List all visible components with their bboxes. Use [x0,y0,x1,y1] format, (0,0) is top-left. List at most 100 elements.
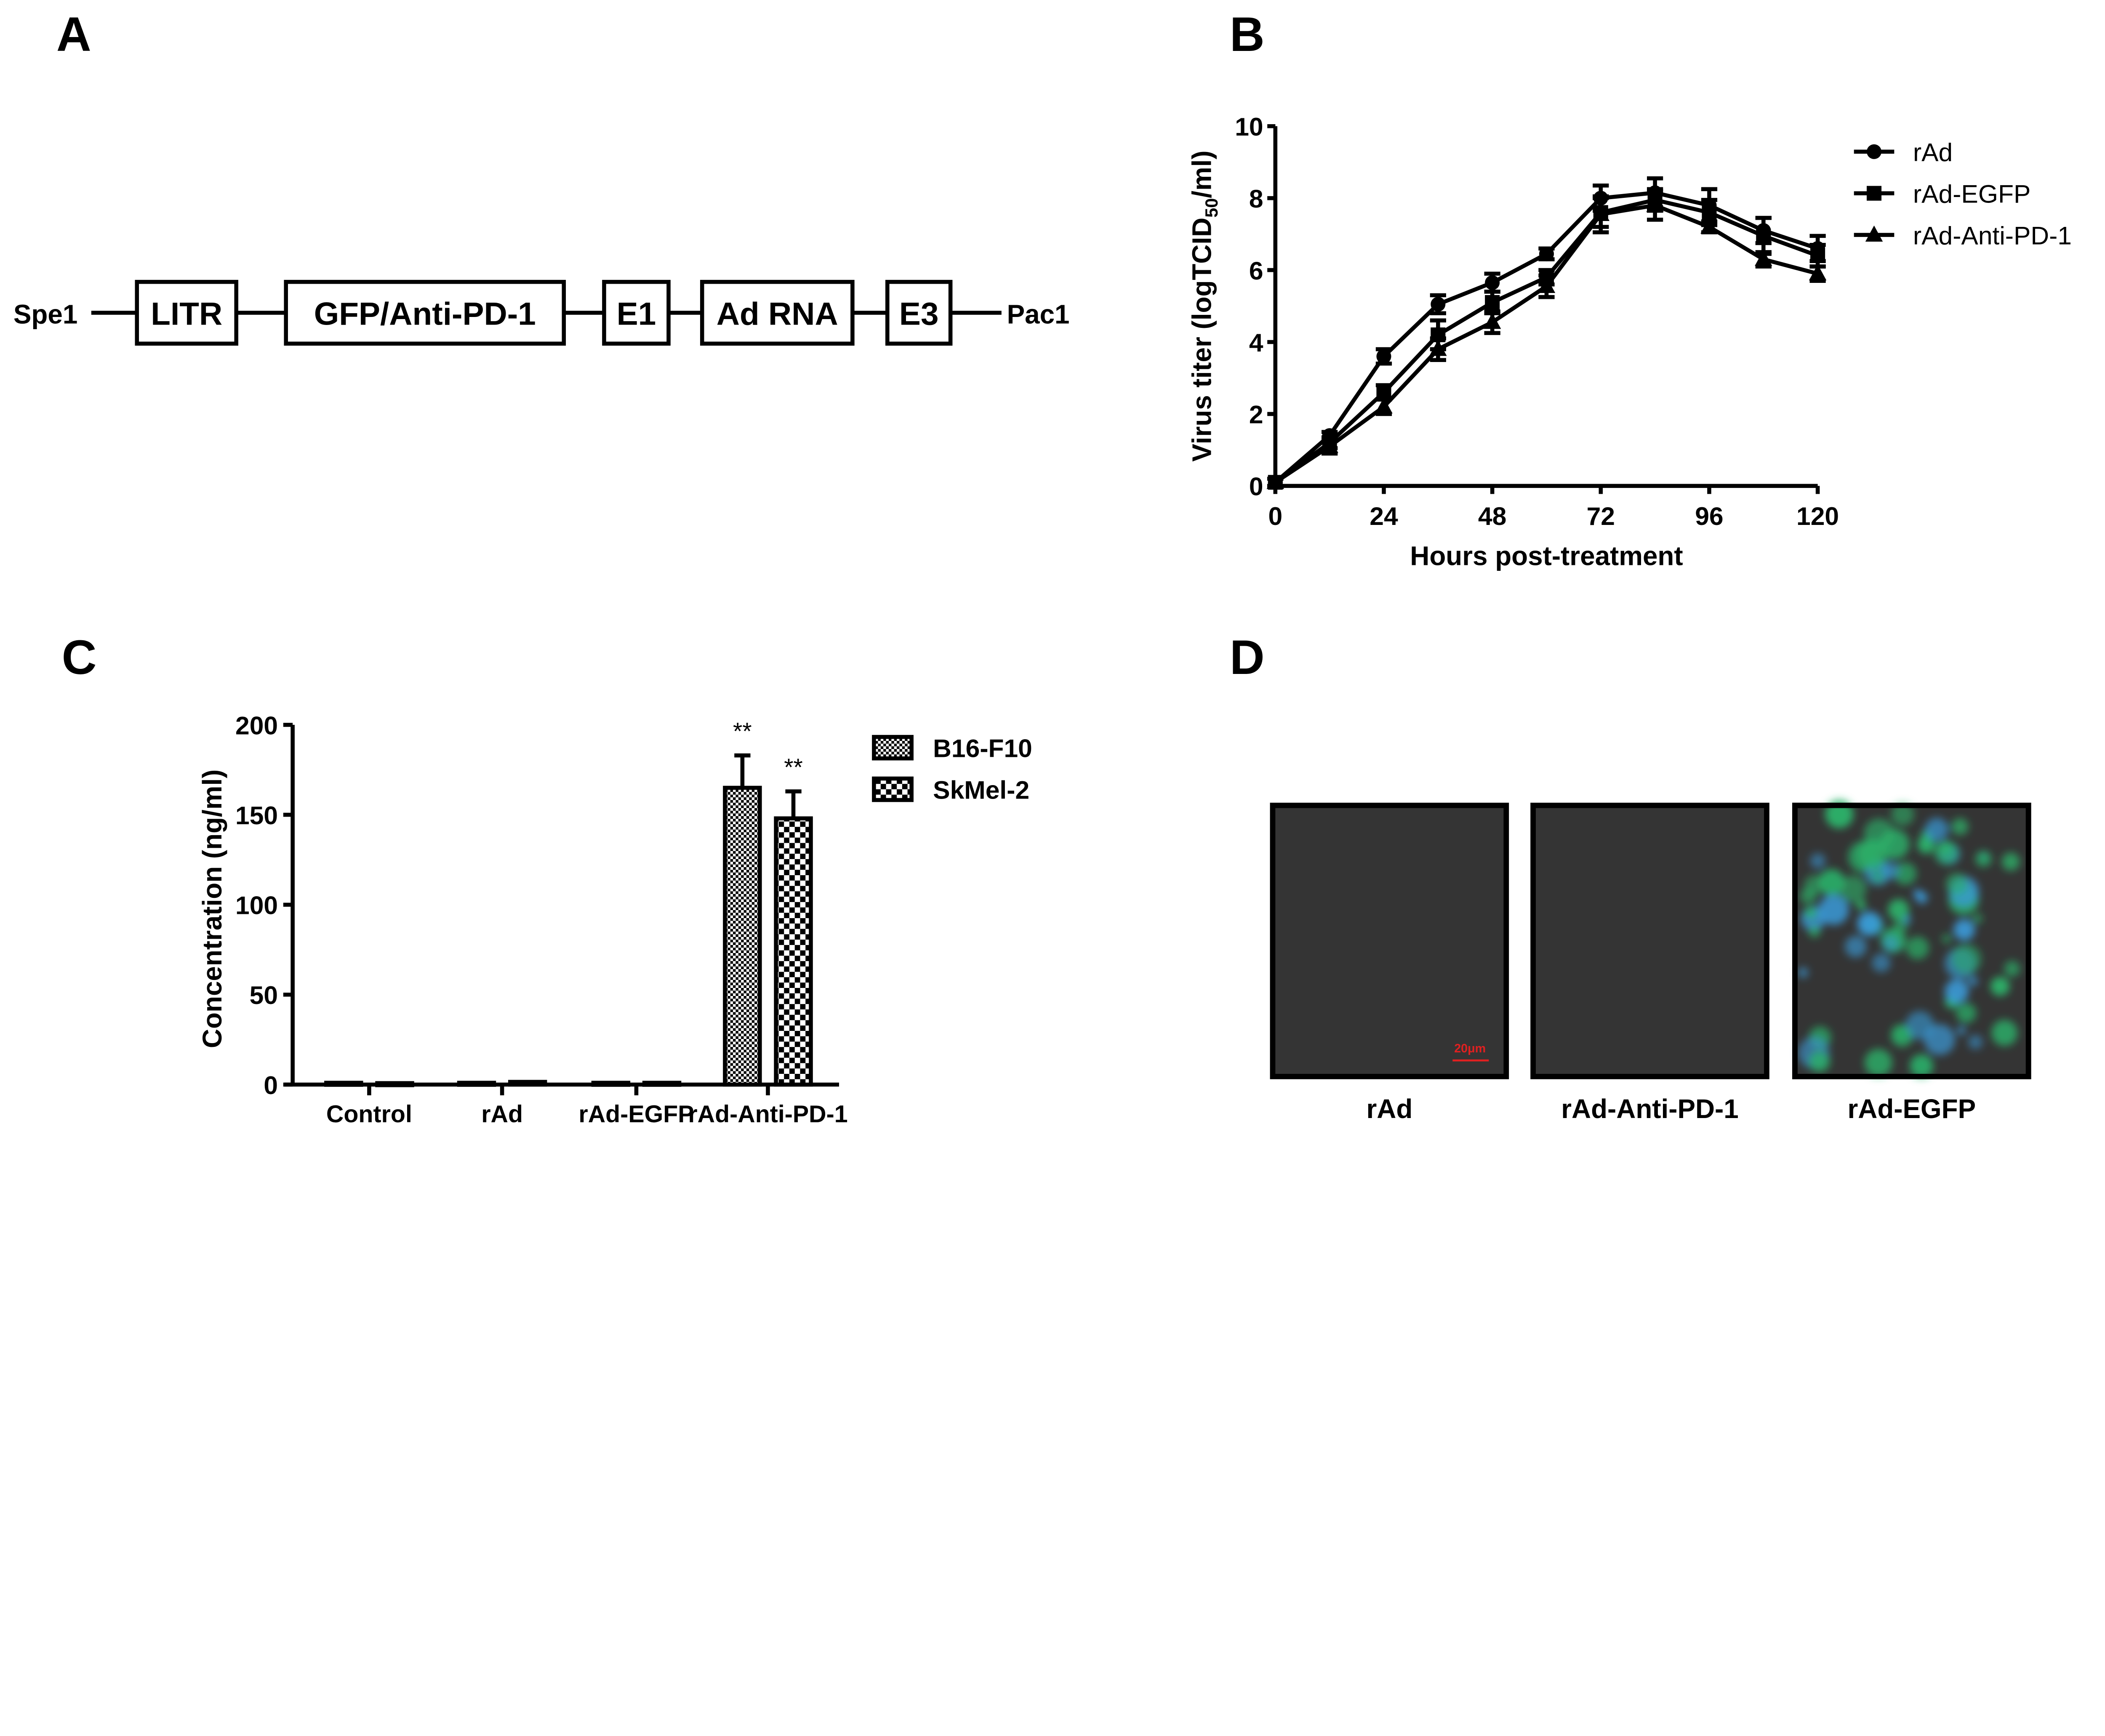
construct-boxes: LITR GFP/Anti-PD-1 E1 Ad RNA E3 [135,280,953,346]
bar-b16-f10 [723,785,762,1087]
bar-b16-f10 [591,1081,631,1087]
cell-blob [1808,1051,1830,1073]
legend-marker [1866,186,1882,201]
data-point [1266,473,1284,489]
data-point [1485,275,1500,290]
cell-blob [1804,906,1817,919]
x-tick-label: 48 [1478,502,1506,530]
legend-label: rAd-Anti-PD-1 [1913,221,2072,250]
construct-box-label: E1 [617,296,656,332]
series-rad-anti-pd-1 [1266,189,1827,489]
cell-blob [1857,839,1888,869]
y-tick-label: 200 [235,711,278,740]
cell-blob [1856,900,1866,910]
x-tick-label: 0 [1268,502,1282,530]
bar-skmel-2 [375,1081,414,1087]
cell-blob [1894,862,1917,885]
legend-label: B16-F10 [933,734,1032,762]
cell-blob [1808,925,1820,937]
y-tick-label: 2 [1249,400,1263,429]
cell-blob [1945,979,1969,1004]
micrograph-label: rAd-EGFP [1847,1094,1976,1124]
cell-blob [1934,840,1958,865]
data-point [1646,196,1664,212]
panel-label-c: C [62,631,97,684]
series-rad-egfp [1267,187,1826,490]
series-line [1274,191,1819,484]
data-point [1537,277,1556,293]
cell-blob [1941,933,1952,944]
legend-swatch [872,735,914,761]
cell-blob [1818,869,1845,896]
cell-blob [1957,1026,1966,1035]
data-point [1431,297,1446,312]
y-tick-label: 8 [1249,184,1263,213]
cell-blob [1968,1035,1983,1049]
cell-blob [1917,836,1935,854]
y-axis-title-sub: 50 [1202,198,1221,218]
legend-label: rAd-EGFP [1913,180,2030,208]
cell-blob [1945,873,1968,895]
y-axis-title-end: /ml) [1186,150,1217,198]
cell-blob [1872,953,1891,972]
y-axis-title-main: Virus titer (logTCID [1186,218,1217,462]
x-tick-label: Control [326,1101,412,1128]
construct-box [602,280,671,346]
y-tick-label: 150 [235,801,278,830]
cell-blob [1913,889,1922,898]
cell-blob [1871,870,1885,884]
micrograph-border [1792,802,2031,1079]
construct-box-label: Ad RNA [717,296,838,332]
concentration-chart: 0 50 100 150 200 Concentration (ng/ml) Control… [197,711,1032,1128]
cell-blob [2001,852,2020,871]
panel-label-a: A [56,8,91,61]
y-tick-label: 4 [1249,328,1263,357]
cell-blob [1906,936,1929,959]
micrograph-rad-anti-pd-1: rAd-Anti-PD-1 [1530,802,1769,1124]
data-point [1376,349,1391,364]
x-tick-label: rAd-Anti-PD-1 [688,1101,847,1128]
legend-marker [1866,144,1882,159]
fluorescent-cells [1798,800,2020,1078]
scale-bar-label: 20μm [1454,1042,1486,1055]
legend-label: SkMel-2 [933,775,1029,804]
cell-blob [1844,935,1867,958]
micrograph-frame [1530,802,1769,1079]
construct-box-label: E3 [899,296,939,332]
cell-blob [1818,895,1849,925]
data-point [1429,340,1447,356]
cell-blob [1839,875,1867,903]
cell-blob [1882,935,1899,952]
cell-blob [1891,1024,1910,1044]
data-point [1702,205,1717,220]
left-site-label: Spe1 [13,299,77,329]
data-point [1321,437,1338,453]
y-tick-label: 6 [1249,256,1263,285]
y-axis-title: Virus titer (logTCID50/ml) [1186,150,1221,461]
construct-box [700,280,855,346]
y-tick-label: 0 [264,1071,278,1100]
construct-box [135,280,239,346]
cell-blob [1798,967,1809,978]
y-tick-label: 10 [1235,112,1263,141]
panel-label-d: D [1230,631,1265,684]
microscopy-panel: rAd rAd-Anti-PD-1 rAd-EGFP 20μm [1270,800,2031,1124]
bar-b16-f10 [324,1081,363,1087]
data-point [1483,313,1501,329]
figure: A B C D Spe1 Pac1 LITR GFP/Anti-PD-1 E1 Ad … [13,8,2072,1128]
cell-blob [1864,1049,1892,1077]
y-tick-label: 0 [1249,472,1263,501]
x-tick-label: 120 [1796,502,1839,530]
bar-skmel-2 [774,816,813,1087]
data-point [1755,250,1772,266]
data-point [1756,228,1771,243]
data-point [1539,246,1554,261]
bar-b16-f10 [457,1081,496,1087]
cell-blob [1910,1054,1933,1078]
y-tick-label: 50 [250,981,278,1009]
micrograph-rad: rAd [1270,802,1509,1124]
cell-blob [1925,817,1949,841]
data-point [1700,217,1718,234]
cell-blob [1951,944,1982,974]
